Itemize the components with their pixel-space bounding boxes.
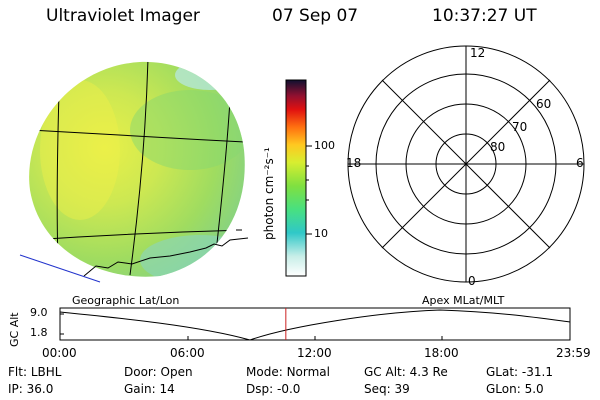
geographic-label: Geographic Lat/Lon <box>72 294 180 307</box>
colorbar-unit-label: photon cm⁻²s⁻¹ <box>262 147 276 240</box>
colorbar-tick-100: 100 <box>314 139 335 152</box>
color-scale-bar <box>285 79 312 277</box>
status-mode: Mode: Normal <box>246 365 330 379</box>
status-dsp: Dsp: -0.0 <box>246 382 301 396</box>
mlt-label-12: 12 <box>470 46 486 60</box>
status-flt: Flt: LBHL <box>8 365 62 379</box>
observation-time: 10:37:27 UT <box>432 6 537 26</box>
orbit-xtick-0600: 06:00 <box>170 346 205 360</box>
orbit-plot <box>59 307 571 341</box>
status-seq: Seq: 39 <box>364 382 410 396</box>
equator-line <box>19 254 101 283</box>
orbit-xtick-1800: 18:00 <box>424 346 459 360</box>
colorbar-tick-10: 10 <box>314 227 328 240</box>
status-glat: GLat: -31.1 <box>486 365 553 379</box>
observation-date: 07 Sep 07 <box>272 6 359 26</box>
orbit-xtick-0000: 00:00 <box>42 346 77 360</box>
orbit-xtick-1200: 12:00 <box>297 346 332 360</box>
orbit-ytick-1-8: 1.8 <box>30 326 48 339</box>
orbit-axis-label: GC Alt <box>8 312 21 347</box>
mlat-label-80: 80 <box>490 140 506 154</box>
mlt-label-6: 6 <box>576 156 584 170</box>
coastline <box>83 237 249 277</box>
uv-image <box>19 61 249 283</box>
status-gc-alt: GC Alt: 4.3 Re <box>364 365 448 379</box>
mlat-label-60: 60 <box>536 97 552 111</box>
mlt-label-18: 18 <box>346 156 362 170</box>
status-ip: IP: 36.0 <box>8 382 54 396</box>
status-gain: Gain: 14 <box>124 382 175 396</box>
altitude-curve <box>59 309 571 341</box>
status-glon: GLon: 5.0 <box>486 382 544 396</box>
polar-plot <box>347 45 585 283</box>
orbit-xtick-2359: 23:59 <box>556 346 591 360</box>
instrument-title: Ultraviolet Imager <box>46 6 200 26</box>
apex-label: Apex MLat/MLT <box>422 294 505 307</box>
mlt-label-0: 0 <box>468 274 476 288</box>
mlat-label-70: 70 <box>512 120 528 134</box>
status-door: Door: Open <box>124 365 193 379</box>
orbit-ytick-9: 9.0 <box>30 306 48 319</box>
